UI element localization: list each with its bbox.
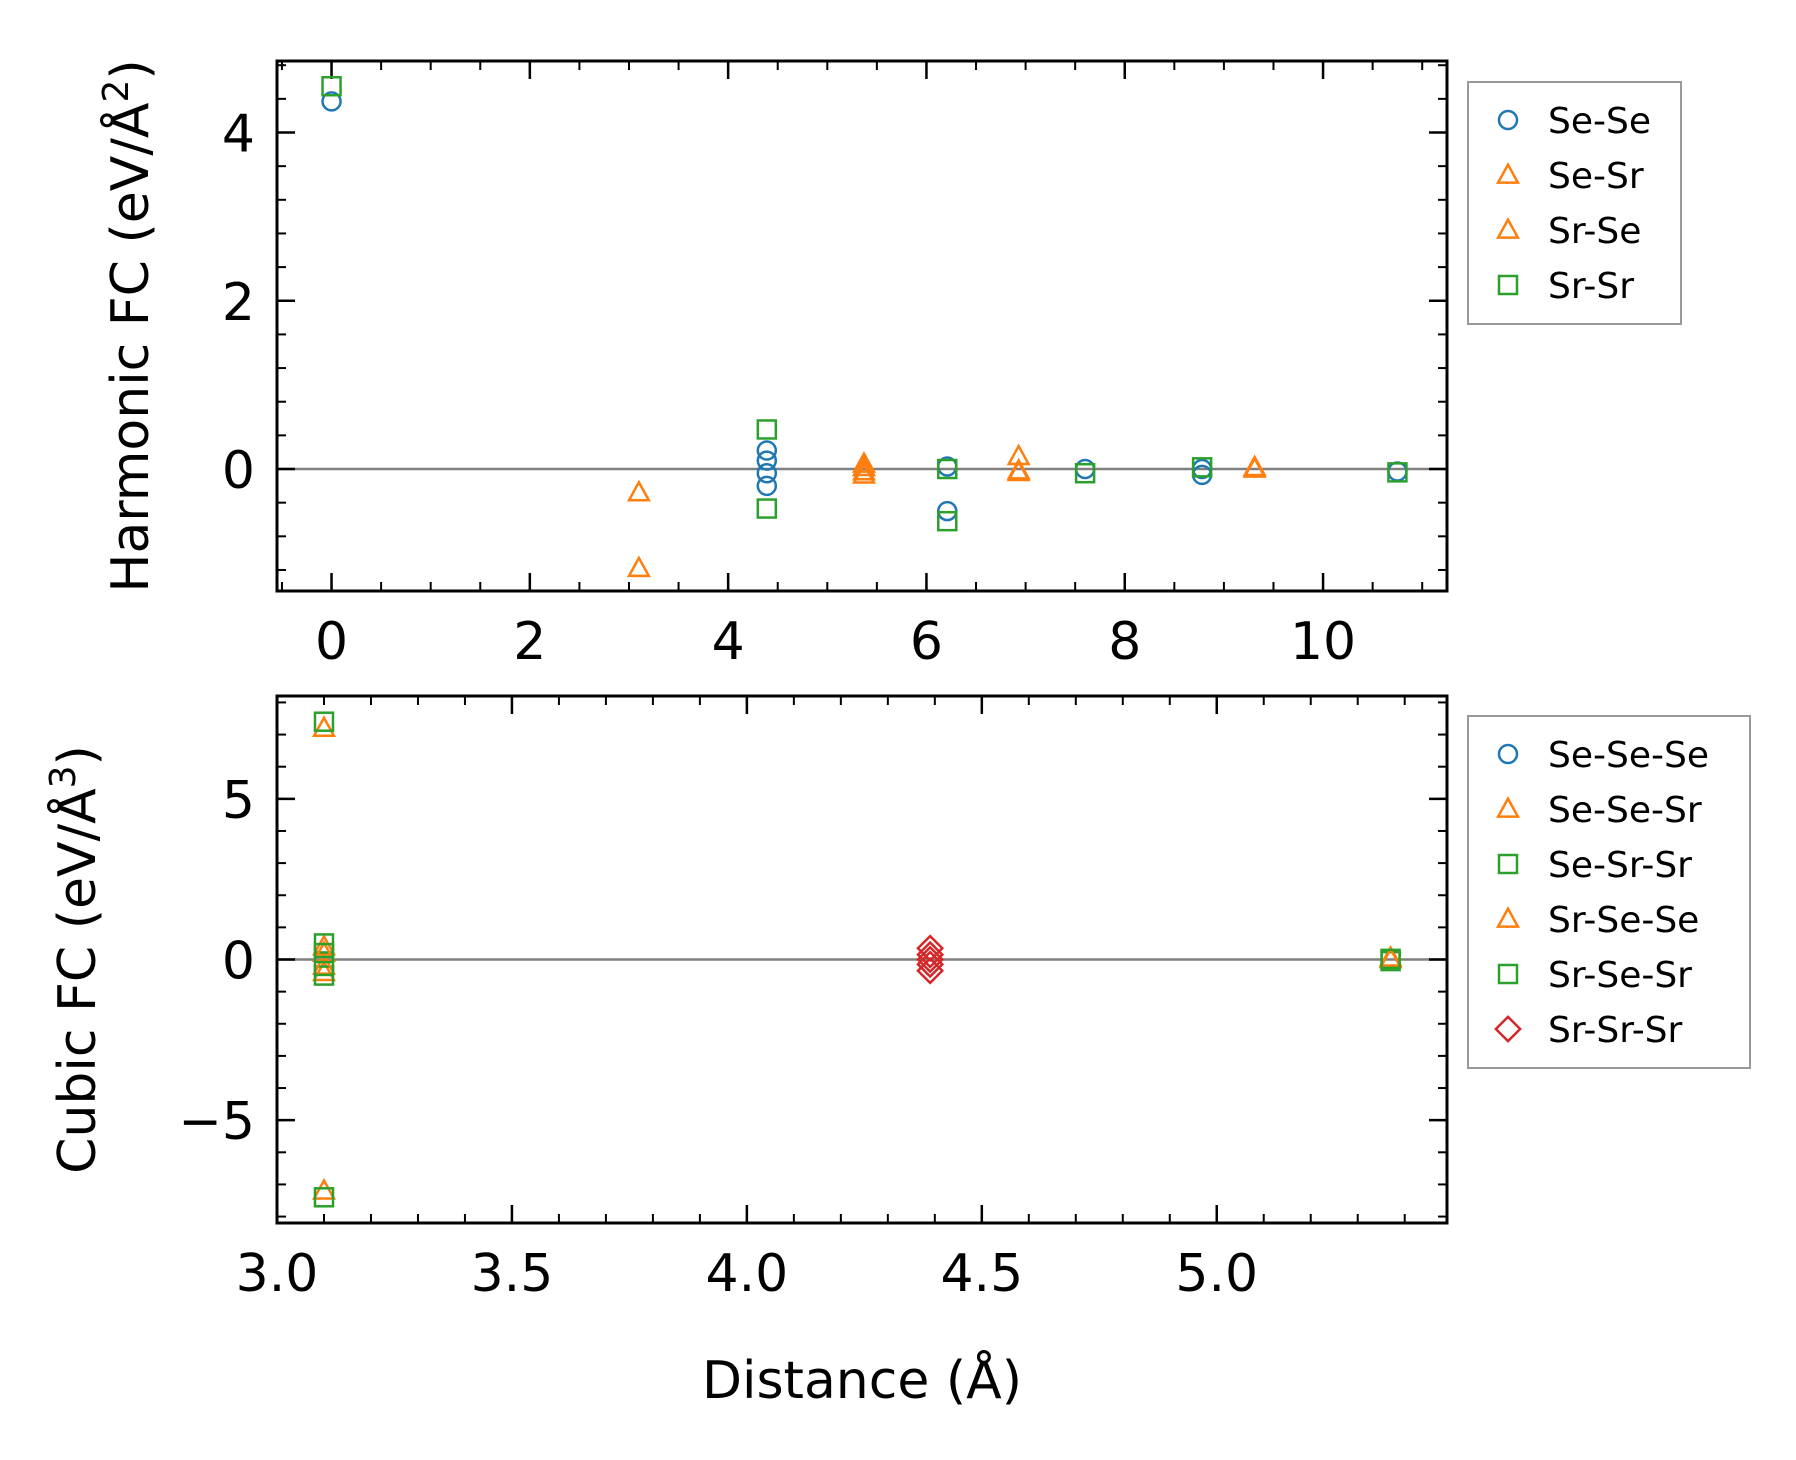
data-point <box>321 75 342 97</box>
data-point <box>321 91 342 112</box>
x-tick-label: 2 <box>513 612 546 672</box>
y-axis-title: Harmonic FC (eV/Å2) <box>96 59 161 592</box>
y-tick-label: 0 <box>222 441 255 501</box>
x-tick-label: 8 <box>1108 612 1141 672</box>
data-point <box>313 711 335 732</box>
y-axis-title: Cubic FC (eV/Å3) <box>43 745 108 1174</box>
y-tick-label: 5 <box>222 771 255 831</box>
data-point <box>916 950 945 979</box>
y-tick-label: 2 <box>222 273 255 333</box>
data-point <box>756 450 778 471</box>
legend-frame <box>1467 715 1751 1069</box>
data-point <box>313 1187 335 1208</box>
legend-marker <box>1497 743 1519 765</box>
data-point <box>311 940 337 962</box>
data-point <box>851 461 876 484</box>
data-point <box>313 955 335 977</box>
data-point <box>1006 457 1031 480</box>
data-point <box>626 555 651 578</box>
data-point <box>313 942 335 964</box>
data-point <box>916 956 945 985</box>
legend: Se-Se-Se Se-Se-Sr Se-Sr-Sr Sr-Se-Se Sr-Se-Sr… <box>1467 715 1751 1069</box>
legend-marker <box>1497 853 1519 875</box>
y-tick-label: −5 <box>178 1092 255 1152</box>
series-Sr-Sr-Sr <box>916 934 945 985</box>
axes-frame <box>275 59 1449 593</box>
y-tick-label: 0 <box>222 932 255 992</box>
data-point <box>756 475 778 497</box>
x-tick-label: 0 <box>315 612 348 672</box>
data-point <box>756 498 778 519</box>
axes-frame <box>275 694 1449 1225</box>
series-Sr-Se-Sr <box>313 942 1401 977</box>
legend-marker <box>1497 274 1519 296</box>
legend-frame <box>1467 81 1682 325</box>
legend-label: Se-Se-Se <box>1548 735 1709 776</box>
data-point <box>1387 462 1408 483</box>
data-point <box>1242 454 1267 477</box>
x-tick-label: 4.0 <box>706 1244 789 1304</box>
x-tick-label: 6 <box>910 612 943 672</box>
legend-label: Sr-Sr-Sr <box>1548 1010 1683 1051</box>
data-point <box>916 934 945 963</box>
data-point <box>851 451 876 473</box>
series-Sr-Sr <box>321 75 1408 532</box>
legend-marker <box>1497 963 1519 985</box>
legend-marker <box>1495 796 1521 818</box>
x-tick-label: 5.0 <box>1175 1244 1258 1304</box>
x-tick-label: 4 <box>712 612 745 672</box>
data-point <box>756 462 778 484</box>
legend-label: Sr-Se-Se <box>1548 900 1699 941</box>
data-point <box>1387 461 1408 482</box>
data-point <box>311 952 337 975</box>
legend-label: Se-Sr <box>1548 156 1644 197</box>
legend-marker <box>1494 1015 1522 1043</box>
data-point <box>311 715 337 738</box>
data-point <box>1191 457 1213 478</box>
data-point <box>851 458 876 481</box>
data-point <box>756 419 778 440</box>
data-point <box>937 510 958 532</box>
data-point <box>1074 462 1096 484</box>
data-point <box>916 945 945 974</box>
legend-label: Se-Se-Sr <box>1548 790 1702 831</box>
series-Se-Se-Sr <box>311 715 1403 1200</box>
data-point <box>626 479 651 502</box>
x-axis-title: Distance (Å) <box>702 1349 1022 1411</box>
data-point <box>916 940 945 969</box>
x-tick-label: 3.0 <box>236 1244 319 1304</box>
chart-panel-bottom: 3.0 3.5 4.0 4.5 5.0 −5 0 5 Cubic FC (eV/Å3) Dista… <box>43 694 1751 1411</box>
legend-marker <box>1495 162 1521 184</box>
legend-label: Se-Se <box>1548 101 1651 142</box>
legend-label: Sr-Se <box>1548 211 1641 252</box>
data-point <box>937 458 958 480</box>
data-point <box>756 440 778 461</box>
legend-marker <box>1495 906 1521 928</box>
legend-label: Se-Sr-Sr <box>1548 845 1692 886</box>
data-point <box>851 454 876 477</box>
series-Sr-Se <box>851 454 1267 480</box>
x-tick-label: 4.5 <box>940 1244 1023 1304</box>
legend-marker <box>1495 217 1521 239</box>
legend-label: Sr-Sr <box>1548 266 1634 307</box>
y-tick-label: 4 <box>222 105 255 165</box>
x-tick-label: 10 <box>1290 612 1356 672</box>
data-point <box>311 959 337 982</box>
legend-label: Sr-Se-Sr <box>1548 955 1692 996</box>
legend-marker <box>1497 109 1519 131</box>
data-point <box>1380 948 1401 970</box>
series-Sr-Se-Se <box>311 940 1403 975</box>
x-tick-label: 3.5 <box>471 1244 554 1304</box>
legend: Se-Se Se-Sr Sr-Se Sr-Sr <box>1467 81 1682 325</box>
